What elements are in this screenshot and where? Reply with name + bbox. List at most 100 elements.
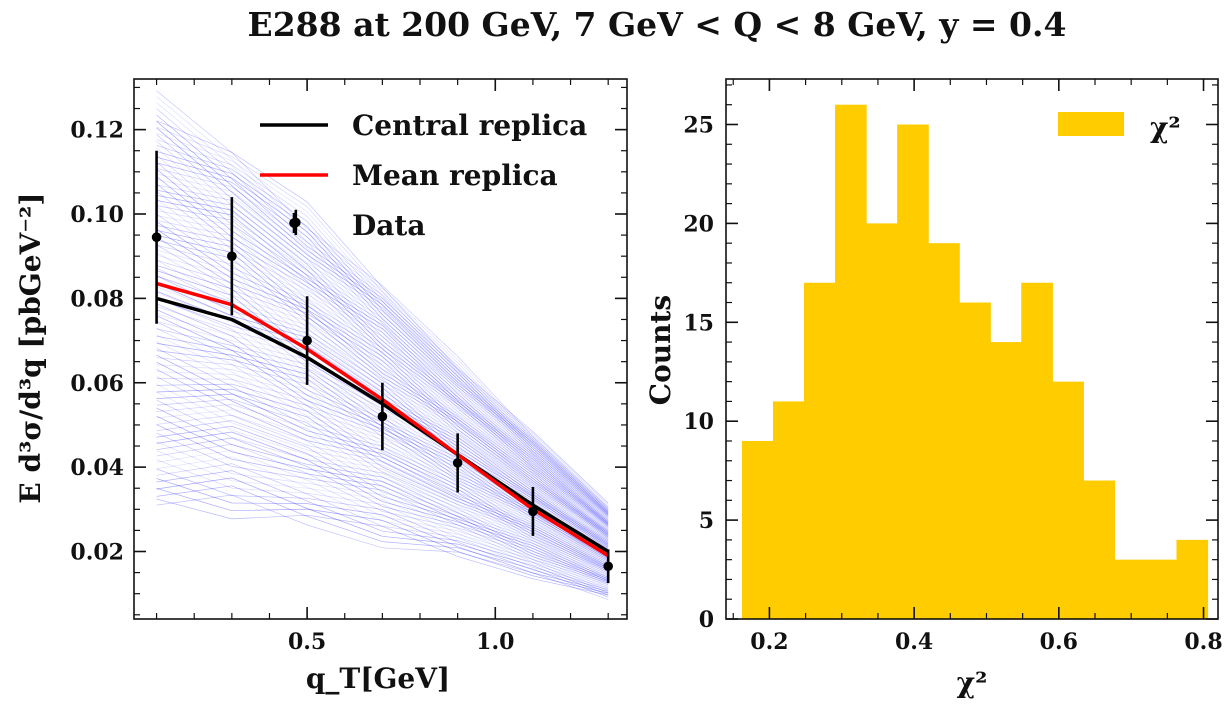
right-y-tick-label: 20 <box>683 211 714 237</box>
replica-line <box>156 415 609 581</box>
replica-line <box>156 369 609 572</box>
replica-line <box>156 229 609 534</box>
histogram-bar <box>1114 559 1147 619</box>
histogram-bar <box>803 282 836 619</box>
legend-chi2-swatch <box>1058 112 1124 136</box>
replica-line <box>156 114 609 514</box>
data-point <box>302 335 312 346</box>
left-x-tick-label: 0.5 <box>288 629 326 655</box>
data-points <box>151 150 613 584</box>
replica-line <box>156 407 609 580</box>
replica-line <box>156 432 609 584</box>
left-y-axis-label: E d³σ/d³q [pbGeV⁻²] <box>14 192 47 503</box>
right-y-tick-label: 15 <box>683 310 714 336</box>
replica-line <box>156 96 609 510</box>
replica-line <box>156 151 609 511</box>
left-x-axis-label: q_T[GeV] <box>306 662 450 695</box>
replica-line <box>156 127 609 516</box>
data-point <box>452 458 463 468</box>
replica-line <box>156 477 609 596</box>
legend-central-replica-label: Central replica <box>352 109 587 142</box>
left-tick-labels: 0.5 1.0 0.02 0.04 0.06 0.08 0.10 0.12 <box>70 118 514 655</box>
histogram-bar <box>1083 480 1115 619</box>
left-y-tick-label: 0.10 <box>70 202 124 228</box>
replica-line <box>156 459 609 589</box>
histogram-bar <box>1021 282 1053 619</box>
replica-line <box>156 420 609 578</box>
replica-line <box>156 456 609 590</box>
right-tick-labels: 0.2 0.4 0.6 0.8 0 5 10 15 20 25 <box>683 112 1222 655</box>
legend-mean-replica-label: Mean replica <box>352 159 558 192</box>
right-x-tick-label: 0.2 <box>750 629 788 655</box>
replica-line <box>156 443 609 586</box>
right-y-tick-label: 25 <box>683 112 714 138</box>
data-point <box>603 561 613 572</box>
histogram-bar <box>866 223 898 619</box>
left-y-tick-label: 0.12 <box>70 118 124 144</box>
replica-line <box>156 424 609 582</box>
data-point <box>528 506 538 517</box>
histogram-bar <box>772 401 805 619</box>
left-axis-ticks <box>134 79 627 619</box>
replica-line <box>156 198 609 529</box>
right-y-axis-label: Counts <box>644 295 677 405</box>
figure-title: E288 at 200 GeV, 7 GeV < Q < 8 GeV, y = … <box>248 5 1067 44</box>
replica-line <box>156 132 609 507</box>
left-y-tick-label: 0.08 <box>70 286 124 312</box>
replica-line <box>156 409 609 574</box>
replica-line <box>156 90 609 509</box>
histogram-bar <box>959 302 991 619</box>
histogram-bar <box>928 243 960 619</box>
left-panel-line-chart: 0.5 1.00.020.040.060.080.100.12 q_T[GeV] … <box>14 78 628 695</box>
histogram-bar <box>990 342 1022 619</box>
data-point <box>227 251 237 261</box>
histogram-bar <box>835 104 867 619</box>
replica-line <box>156 121 609 515</box>
replica-line <box>156 449 609 588</box>
replica-line <box>156 102 609 511</box>
replica-line <box>156 384 609 575</box>
replica-line <box>156 441 609 586</box>
replica-line <box>156 414 609 576</box>
replica-line <box>156 488 609 594</box>
replica-line <box>156 498 609 596</box>
histogram-bar <box>1176 539 1209 619</box>
right-x-axis-label: χ² <box>957 666 988 699</box>
right-y-tick-label: 5 <box>699 508 714 534</box>
histogram-bar <box>741 440 774 619</box>
replica-line <box>156 213 609 531</box>
right-x-tick-label: 0.4 <box>895 629 933 655</box>
replica-line <box>156 431 609 582</box>
legend-chi2-label: χ² <box>1150 111 1181 144</box>
right-axis-ticks <box>726 79 1218 620</box>
replica-line <box>156 168 609 516</box>
replica-line <box>156 399 609 578</box>
replica-line <box>156 173 609 518</box>
right-plot-frame <box>725 78 1219 620</box>
replica-line <box>156 376 609 574</box>
replica-line <box>156 156 609 513</box>
replica-line <box>156 437 609 584</box>
replica-line <box>156 206 609 530</box>
histogram-bar <box>1052 381 1084 619</box>
replica-line <box>156 108 609 512</box>
left-plot-frame <box>133 78 628 620</box>
histogram-bars <box>741 104 1209 619</box>
replica-line <box>156 425 609 580</box>
replica-line <box>156 478 609 592</box>
replica-line <box>156 179 609 520</box>
replica-line <box>156 494 609 600</box>
replica-line <box>156 468 609 590</box>
replica-line <box>156 162 609 515</box>
legend-data-label: Data <box>352 209 426 242</box>
replica-line <box>156 391 609 577</box>
replica-line <box>156 126 609 505</box>
right-panel-histogram: 0.2 0.4 0.6 0.8 0 5 10 15 20 25 χ² Counts χ² <box>644 78 1223 699</box>
replica-line <box>156 450 609 587</box>
right-y-tick-label: 10 <box>683 409 714 435</box>
left-y-tick-label: 0.04 <box>70 455 124 481</box>
replica-line <box>156 470 609 594</box>
left-y-tick-label: 0.06 <box>70 371 124 397</box>
histogram-bar <box>1145 559 1178 619</box>
